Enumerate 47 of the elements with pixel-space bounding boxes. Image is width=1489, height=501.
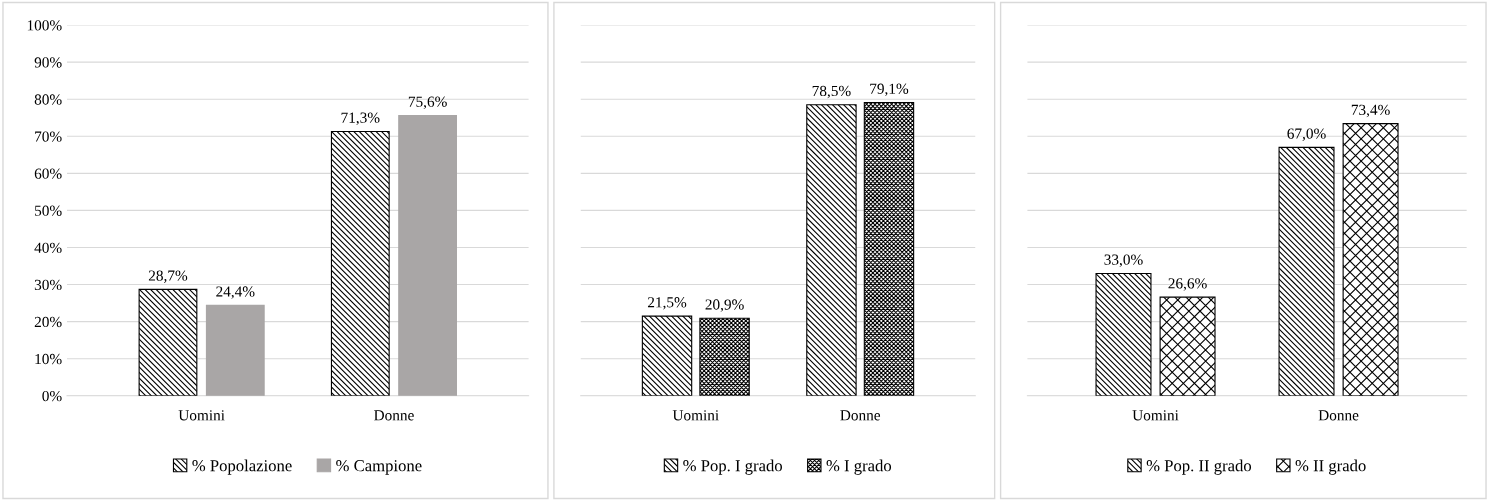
- legend-label: % Popolazione: [192, 459, 292, 475]
- bar: [806, 104, 857, 396]
- y-tick-label: 80%: [34, 94, 62, 105]
- x-tick-label: Uomini: [672, 410, 719, 421]
- x-tick-label: Uomini: [1132, 410, 1179, 421]
- data-label: 73,4%: [1351, 104, 1390, 118]
- y-tick-label: 90%: [34, 57, 62, 68]
- x-tick-label: Donne: [1318, 410, 1359, 421]
- data-label: 79,1%: [870, 83, 909, 97]
- data-label: 26,6%: [1168, 278, 1207, 291]
- bar: [330, 130, 390, 396]
- data-label: 24,4%: [216, 286, 255, 299]
- legend-label: % II grado: [1295, 459, 1366, 475]
- data-label: 21,5%: [647, 297, 687, 310]
- bar: [205, 304, 265, 396]
- x-tick-label: Donne: [374, 410, 414, 421]
- y-tick-label: 30%: [34, 279, 62, 291]
- data-label: 78,5%: [812, 85, 851, 99]
- legend-label: % Pop. II grado: [1146, 459, 1252, 475]
- data-label: 20,9%: [705, 299, 744, 312]
- data-label: 71,3%: [341, 112, 380, 125]
- y-tick-label: 10%: [35, 353, 62, 365]
- data-label: 33,0%: [1104, 254, 1143, 267]
- y-tick-label: 0%: [42, 390, 62, 402]
- y-tick-label: 60%: [34, 168, 62, 179]
- bar: [1095, 272, 1152, 396]
- y-tick-label: 20%: [34, 316, 62, 328]
- x-tick-label: Donne: [840, 410, 881, 421]
- bar: [699, 317, 750, 396]
- bar: [641, 315, 693, 396]
- bar: [1159, 296, 1216, 396]
- data-label: 75,6%: [408, 96, 447, 110]
- bar: [863, 101, 915, 396]
- legend-label: % Campione: [336, 460, 422, 475]
- bar: [398, 114, 458, 396]
- data-label: 28,7%: [148, 270, 188, 283]
- bar: [1278, 146, 1335, 396]
- y-tick-label: 40%: [34, 242, 62, 253]
- y-tick-label: 50%: [35, 205, 62, 216]
- data-label: 67,0%: [1287, 128, 1326, 141]
- bar: [1342, 123, 1399, 396]
- bar: [138, 288, 198, 396]
- y-tick-label: 100%: [27, 20, 62, 31]
- legend-label: % Pop. I grado: [683, 459, 782, 475]
- y-tick-label: 70%: [35, 131, 62, 142]
- legend-label: % I grado: [826, 459, 892, 475]
- x-tick-label: Uomini: [178, 410, 225, 421]
